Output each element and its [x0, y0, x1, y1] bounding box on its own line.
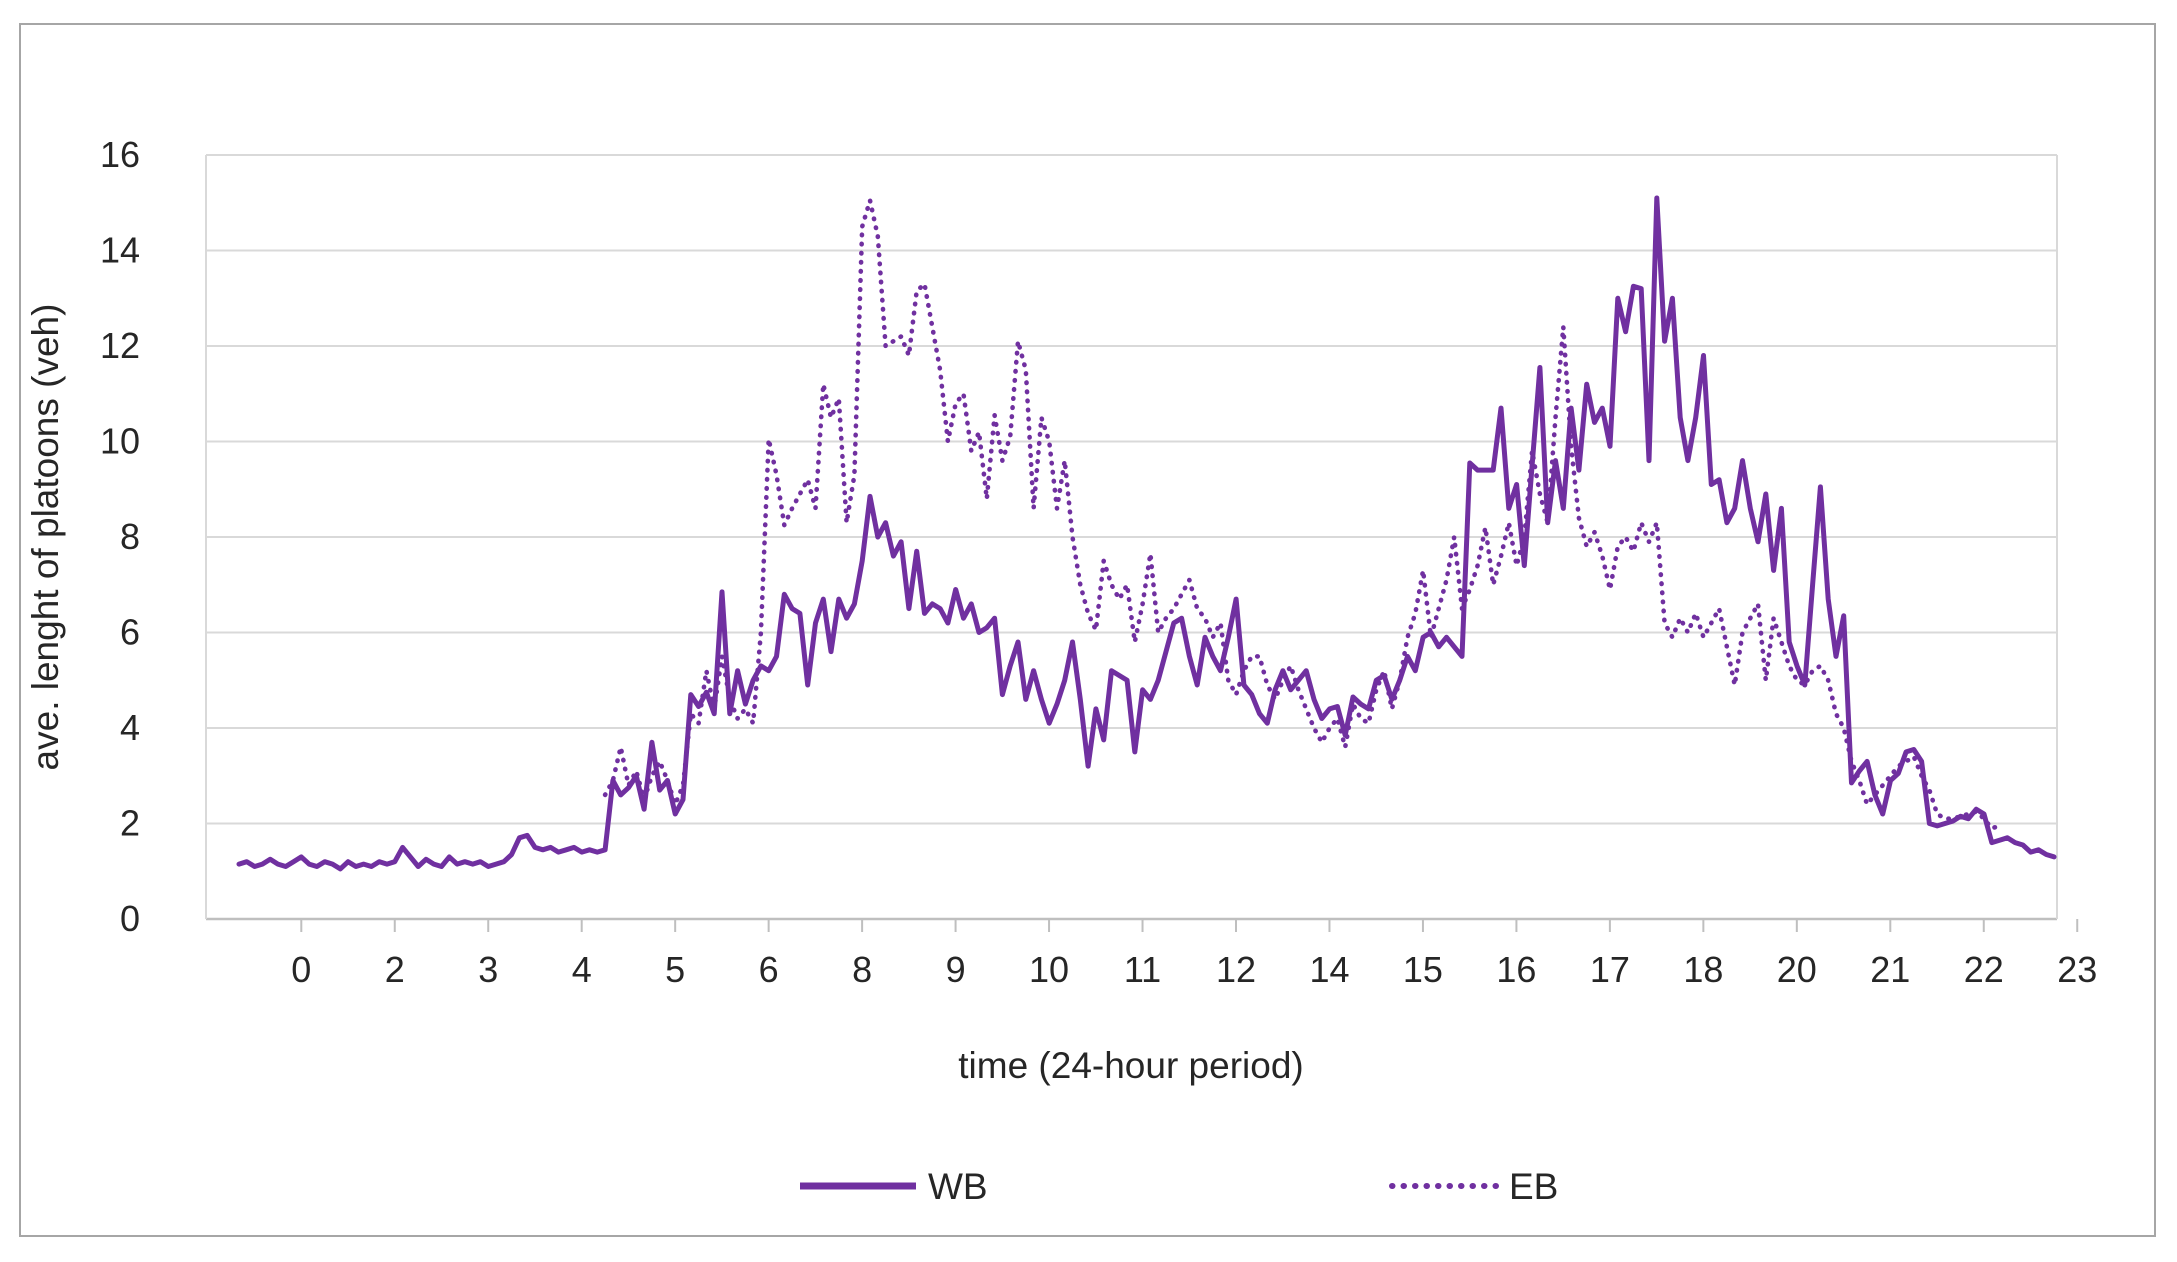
x-tick-label: 8: [852, 949, 872, 990]
x-tick-label: 22: [1964, 949, 2004, 990]
x-tick-label: 11: [1124, 949, 1161, 990]
x-tick-label: 0: [291, 949, 311, 990]
x-tick-label: 12: [1216, 949, 1256, 990]
eb-dotted-line-series: [602, 198, 2002, 831]
eb-series-path: [602, 198, 2002, 831]
x-tick-label: 9: [946, 949, 966, 990]
y-tick-label: 6: [120, 612, 140, 653]
x-tick-label: 4: [572, 949, 592, 990]
x-tick-label: 23: [2057, 949, 2097, 990]
x-tick-label: 2: [385, 949, 405, 990]
plot-area-borders: [205, 155, 2058, 919]
legend: WB EB: [800, 1166, 1558, 1207]
x-tick-label: 21: [1870, 949, 1910, 990]
x-tick-label: 20: [1777, 949, 1817, 990]
x-tick-label: 18: [1683, 949, 1723, 990]
y-tick-label: 2: [120, 803, 140, 844]
wb-solid-line-series: [236, 195, 2057, 872]
y-axis-title: ave. lenght of platoons (veh): [25, 304, 66, 771]
x-axis-tick-marks: [300, 919, 2079, 932]
chart-outer-frame: [19, 23, 2156, 1237]
legend-wb-label: WB: [928, 1166, 988, 1207]
y-tick-label: 14: [100, 230, 140, 271]
x-tick-label: 17: [1590, 949, 1630, 990]
legend-eb-label: EB: [1509, 1166, 1558, 1207]
y-tick-label: 0: [120, 898, 140, 939]
horizontal-gridlines: [206, 154, 2057, 921]
x-tick-label: 15: [1403, 949, 1443, 990]
y-axis-tick-labels: 0 2 4 6 8 10 12 14 16: [100, 134, 140, 939]
y-tick-label: 10: [100, 421, 140, 462]
y-tick-label: 8: [120, 516, 140, 557]
wb-series-path: [236, 195, 2057, 872]
y-tick-label: 4: [120, 707, 140, 748]
y-tick-label: 16: [100, 134, 140, 175]
x-tick-label: 6: [759, 949, 779, 990]
x-tick-label: 14: [1309, 949, 1349, 990]
x-tick-label: 16: [1496, 949, 1536, 990]
y-tick-label: 12: [100, 325, 140, 366]
x-tick-label: 3: [478, 949, 498, 990]
x-tick-label: 5: [665, 949, 685, 990]
x-axis-tick-labels: 0 2 3 4 5 6 8 9 10 11 12 14 15 16 17 18 20 21 22 23: [291, 949, 2097, 990]
x-axis-title: time (24-hour period): [958, 1045, 1303, 1086]
x-tick-label: 10: [1029, 949, 1069, 990]
